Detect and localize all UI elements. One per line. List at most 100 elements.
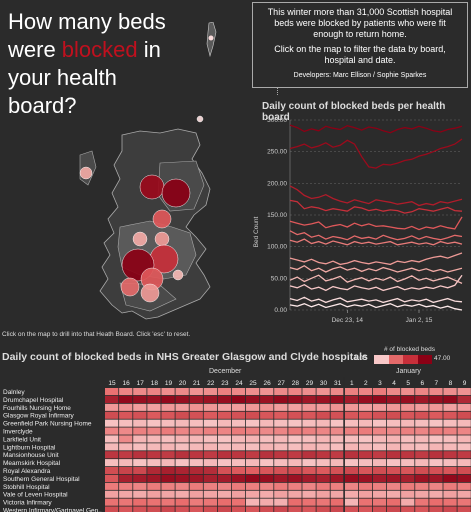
heatmap-cell[interactable]	[344, 403, 358, 411]
heatmap-cell[interactable]	[105, 490, 119, 498]
heatmap-cell[interactable]	[302, 490, 316, 498]
heatmap-cell[interactable]	[372, 482, 387, 490]
heatmap-cell[interactable]	[133, 459, 147, 467]
heatmap-cell[interactable]	[302, 443, 316, 451]
heatmap-cell[interactable]	[175, 419, 189, 427]
heatmap-cell[interactable]	[302, 498, 316, 506]
heatmap-cell[interactable]	[457, 451, 471, 459]
heatmap-cell[interactable]	[274, 459, 288, 467]
heatmap-cell[interactable]	[344, 474, 358, 482]
heatmap-cell[interactable]	[344, 427, 358, 435]
heatmap-cell[interactable]	[133, 435, 147, 443]
heatmap-cell[interactable]	[260, 411, 274, 419]
heatmap-cell[interactable]	[372, 395, 387, 403]
heatmap-cell[interactable]	[387, 474, 401, 482]
map-bubbles[interactable]	[79, 115, 204, 303]
heatmap-cell[interactable]	[344, 490, 358, 498]
heatmap-cell[interactable]	[161, 443, 175, 451]
heatmap-cell[interactable]	[330, 403, 344, 411]
heatmap-cell[interactable]	[274, 490, 288, 498]
heatmap-cell[interactable]	[372, 411, 387, 419]
heatmap-cell[interactable]	[358, 482, 373, 490]
heatmap-cell[interactable]	[217, 395, 232, 403]
heatmap-cell[interactable]	[119, 451, 133, 459]
heatmap-cell[interactable]	[457, 498, 471, 506]
heatmap-cell[interactable]	[246, 403, 260, 411]
heatmap-cell[interactable]	[161, 490, 175, 498]
heatmap-cell[interactable]	[274, 451, 288, 459]
heatmap-cell[interactable]	[387, 435, 401, 443]
heatmap-cell[interactable]	[133, 403, 147, 411]
heatmap-cell[interactable]	[231, 403, 246, 411]
heatmap-cell[interactable]	[358, 388, 373, 396]
heatmap-cell[interactable]	[203, 490, 217, 498]
heatmap-cell[interactable]	[260, 388, 274, 396]
heatmap-cell[interactable]	[415, 506, 429, 512]
heatmap-cell[interactable]	[330, 474, 344, 482]
heatmap-cell[interactable]	[119, 403, 133, 411]
heatmap-cell[interactable]	[147, 419, 161, 427]
map-bubble[interactable]	[161, 178, 191, 208]
heatmap-cell[interactable]	[231, 490, 246, 498]
heatmap-cell[interactable]	[119, 395, 133, 403]
heatmap-cell[interactable]	[429, 451, 443, 459]
heatmap-cell[interactable]	[274, 427, 288, 435]
heatmap-cell[interactable]	[260, 474, 274, 482]
heatmap-cell[interactable]	[316, 498, 330, 506]
heatmap-cell[interactable]	[260, 395, 274, 403]
heatmap-cell[interactable]	[246, 467, 260, 475]
heatmap-cell[interactable]	[358, 427, 373, 435]
heatmap-cell[interactable]	[203, 427, 217, 435]
heatmap-cell[interactable]	[330, 490, 344, 498]
heatmap-cell[interactable]	[344, 498, 358, 506]
heatmap-cell[interactable]	[119, 474, 133, 482]
scotland-map[interactable]	[0, 115, 250, 331]
heatmap-cell[interactable]	[147, 482, 161, 490]
heatmap-cell[interactable]	[330, 427, 344, 435]
heatmap-cell[interactable]	[344, 459, 358, 467]
heatmap-cell[interactable]	[401, 459, 415, 467]
map-bubble[interactable]	[172, 269, 184, 281]
heatmap-cell[interactable]	[217, 419, 232, 427]
heatmap-cell[interactable]	[288, 467, 302, 475]
heatmap-cell[interactable]	[344, 482, 358, 490]
heatmap-cell[interactable]	[415, 498, 429, 506]
heatmap-cell[interactable]	[344, 443, 358, 451]
heatmap-cell[interactable]	[260, 427, 274, 435]
heatmap-cell[interactable]	[260, 482, 274, 490]
series-line[interactable]	[289, 252, 463, 266]
heatmap-cell[interactable]	[344, 388, 358, 396]
heatmap-cell[interactable]	[246, 427, 260, 435]
heatmap-cell[interactable]	[161, 403, 175, 411]
line-chart-series[interactable]	[289, 124, 463, 311]
heatmap-cell[interactable]	[344, 467, 358, 475]
heatmap-cell[interactable]	[443, 403, 457, 411]
heatmap-cell[interactable]	[288, 482, 302, 490]
heatmap-cell[interactable]	[457, 411, 471, 419]
map-bubble[interactable]	[154, 231, 170, 247]
heatmap-cell[interactable]	[161, 419, 175, 427]
heatmap-cell[interactable]	[161, 388, 175, 396]
heatmap-cell[interactable]	[189, 419, 203, 427]
heatmap-cell[interactable]	[203, 459, 217, 467]
heatmap-cell[interactable]	[288, 451, 302, 459]
heatmap-cell[interactable]	[133, 474, 147, 482]
heatmap-cell[interactable]	[302, 459, 316, 467]
heatmap-cell[interactable]	[119, 435, 133, 443]
heatmap-cell[interactable]	[401, 427, 415, 435]
heatmap-cell[interactable]	[217, 490, 232, 498]
heatmap-cell[interactable]	[274, 403, 288, 411]
heatmap-cell[interactable]	[119, 498, 133, 506]
heatmap-cell[interactable]	[274, 388, 288, 396]
heatmap-cell[interactable]	[415, 427, 429, 435]
heatmap-cell[interactable]	[189, 403, 203, 411]
heatmap-cell[interactable]	[443, 498, 457, 506]
heatmap-cell[interactable]	[189, 451, 203, 459]
heatmap-cell[interactable]	[231, 474, 246, 482]
heatmap-cell[interactable]	[443, 419, 457, 427]
heatmap-cell[interactable]	[133, 482, 147, 490]
heatmap-cell[interactable]	[189, 498, 203, 506]
heatmap-cell[interactable]	[288, 403, 302, 411]
line-chart[interactable]: Bed Count 0.00 50.00 100.00 150.00 200.00 250…	[250, 112, 471, 334]
heatmap-cell[interactable]	[330, 459, 344, 467]
